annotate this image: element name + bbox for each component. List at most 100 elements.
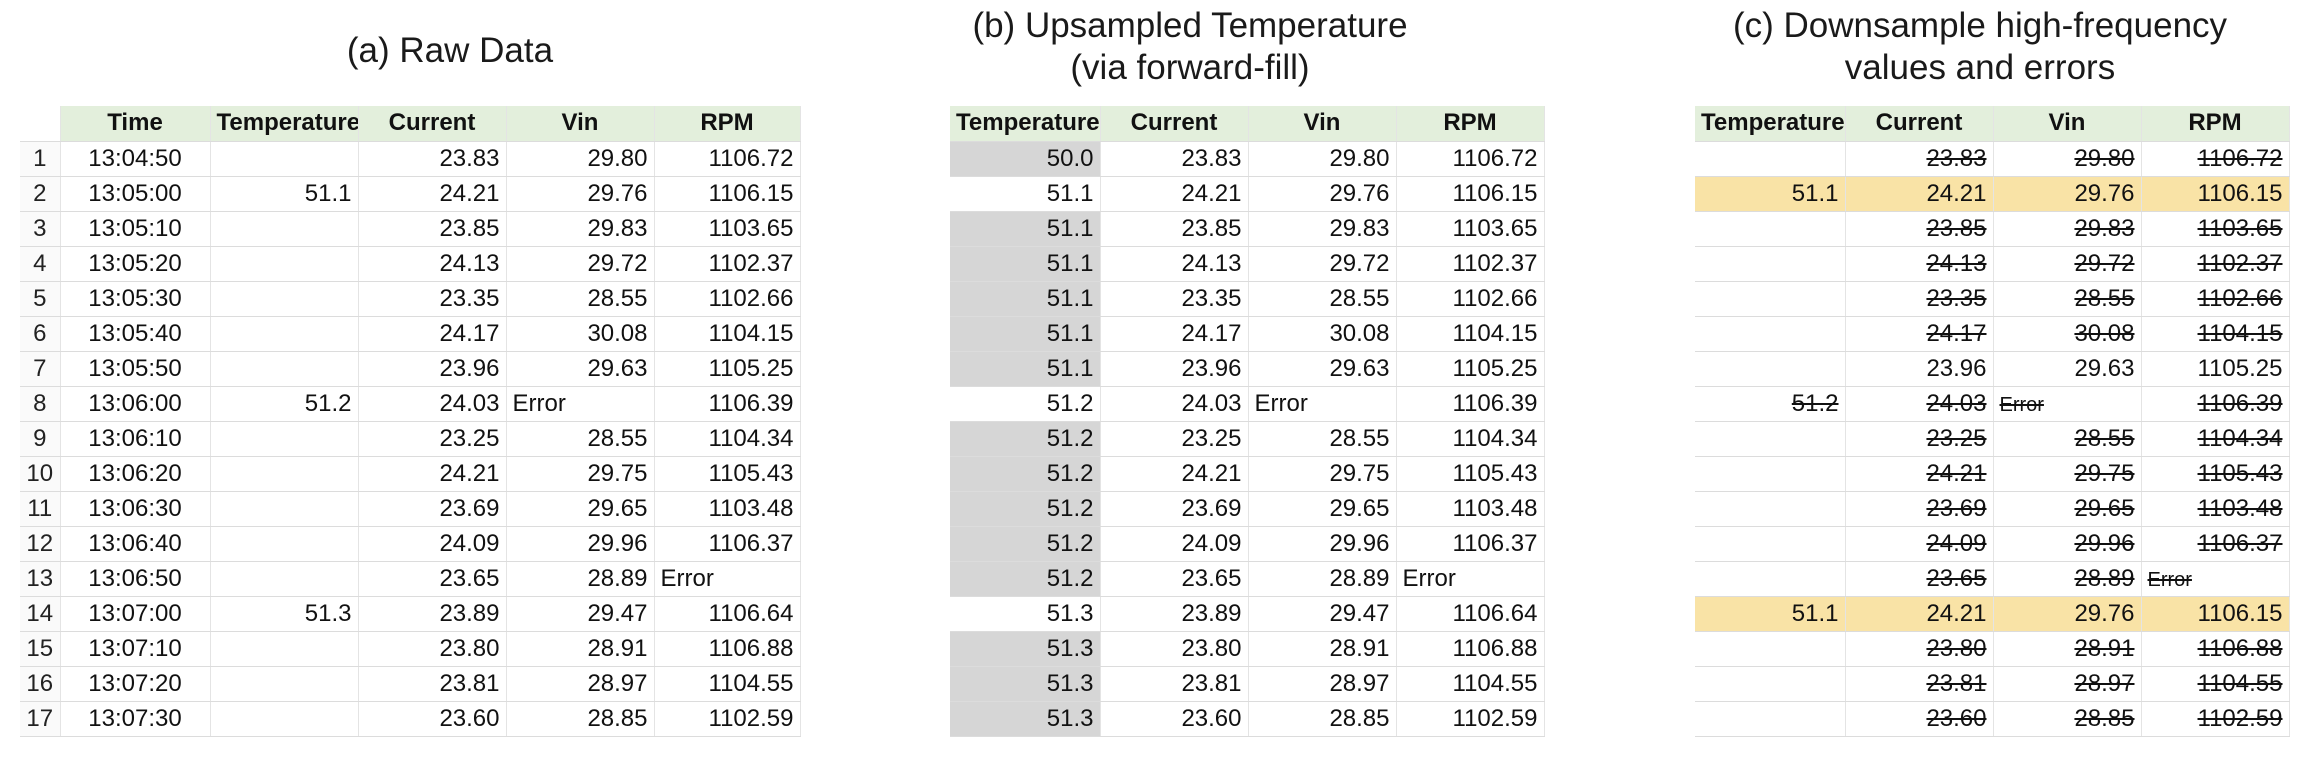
vin-cell: 28.55 [1248, 281, 1397, 317]
row-number: 6 [20, 316, 61, 352]
current-cell: 23.65 [1845, 561, 1994, 597]
current-cell: 23.25 [1100, 421, 1249, 457]
forward-filled-temperature-cell: 51.3 [950, 631, 1101, 667]
temperature-cell [210, 456, 359, 492]
current-cell: 23.60 [1845, 701, 1994, 737]
table-row: 24.09 29.96 1106.37 [1695, 526, 2290, 562]
vin-cell: 28.85 [506, 701, 655, 737]
vin-cell: 29.72 [1993, 246, 2142, 282]
current-cell: 23.69 [358, 491, 507, 527]
vin-cell: 29.76 [506, 176, 655, 212]
forward-filled-temperature-cell: 51.2 [950, 526, 1101, 562]
time-cell: 13:05:30 [60, 281, 211, 317]
rpm-cell: 1104.15 [1396, 316, 1545, 352]
rpm-cell: 1106.64 [1396, 596, 1545, 632]
temperature-cell: 51.1 [1695, 176, 1846, 212]
rpm-cell: 1106.37 [654, 526, 801, 562]
vin-cell: 29.65 [506, 491, 655, 527]
table-row: 51.1 23.85 29.83 1103.65 [950, 211, 1545, 247]
current-cell: 23.96 [1100, 351, 1249, 387]
temperature-cell [210, 246, 359, 282]
temperature-cell: 51.2 [950, 386, 1101, 422]
header-current: Current [1100, 106, 1249, 142]
current-cell: 24.21 [358, 456, 507, 492]
forward-filled-temperature-cell: 51.1 [950, 211, 1101, 247]
current-cell: 23.69 [1845, 491, 1994, 527]
vin-cell: 29.80 [1993, 141, 2142, 177]
forward-filled-temperature-cell: 50.0 [950, 141, 1101, 177]
temperature-cell [1695, 666, 1846, 702]
temperature-cell: 51.2 [210, 386, 359, 422]
current-cell: 24.13 [1845, 246, 1994, 282]
vin-cell: 28.91 [506, 631, 655, 667]
rpm-cell: 1106.88 [1396, 631, 1545, 667]
temperature-cell: 51.3 [210, 596, 359, 632]
header-current: Current [358, 106, 507, 142]
vin-cell: 29.63 [1248, 351, 1397, 387]
temperature-cell [1695, 456, 1846, 492]
rpm-cell: 1104.55 [2141, 666, 2290, 702]
raw-data-table: Time Temperature Current Vin RPM 1 13:04:… [20, 106, 801, 737]
table-row: 51.1 24.17 30.08 1104.15 [950, 316, 1545, 352]
forward-filled-temperature-cell: 51.1 [950, 351, 1101, 387]
vin-cell: Error [1993, 386, 2142, 422]
current-cell: 24.21 [1100, 456, 1249, 492]
time-cell: 13:06:30 [60, 491, 211, 527]
time-cell: 13:04:50 [60, 141, 211, 177]
rpm-cell: 1102.37 [654, 246, 801, 282]
vin-cell: 28.55 [1993, 281, 2142, 317]
table-row: 23.83 29.80 1106.72 [1695, 141, 2290, 177]
temperature-cell [210, 141, 359, 177]
rpm-cell: 1102.66 [654, 281, 801, 317]
table-row: 51.2 23.65 28.89 Error [950, 561, 1545, 597]
current-cell: 24.17 [358, 316, 507, 352]
current-cell: 23.83 [1845, 141, 1994, 177]
rpm-cell: 1106.72 [654, 141, 801, 177]
temperature-cell [1695, 351, 1846, 387]
table-row: 51.2 24.21 29.75 1105.43 [950, 456, 1545, 492]
table-row: 24.17 30.08 1104.15 [1695, 316, 2290, 352]
current-cell: 23.96 [1845, 351, 1994, 387]
temperature-cell [1695, 561, 1846, 597]
current-cell: 23.60 [358, 701, 507, 737]
header-temperature: Temperature [210, 106, 359, 142]
table-row: 51.3 23.89 29.47 1106.64 [950, 596, 1545, 632]
rpm-cell: 1106.37 [1396, 526, 1545, 562]
vin-cell: 28.55 [1993, 421, 2142, 457]
current-cell: 23.25 [1845, 421, 1994, 457]
table-row: 51.2 24.03 Error 1106.39 [1695, 386, 2290, 422]
table-row: 23.25 28.55 1104.34 [1695, 421, 2290, 457]
temperature-cell [210, 561, 359, 597]
current-cell: 23.80 [1100, 631, 1249, 667]
temperature-cell [210, 211, 359, 247]
temperature-cell [1695, 526, 1846, 562]
title-downsample-line1: (c) Downsample high-frequency [1732, 6, 2228, 45]
current-cell: 23.85 [1845, 211, 1994, 247]
rpm-cell: 1103.48 [654, 491, 801, 527]
forward-filled-temperature-cell: 51.2 [950, 421, 1101, 457]
table-row: 5 13:05:30 23.35 28.55 1102.66 [20, 281, 801, 317]
forward-filled-temperature-cell: 51.1 [950, 246, 1101, 282]
table-row: 23.85 29.83 1103.65 [1695, 211, 2290, 247]
rpm-cell: 1103.48 [2141, 491, 2290, 527]
rpm-cell: 1106.37 [2141, 526, 2290, 562]
row-number: 5 [20, 281, 61, 317]
table-row: 15 13:07:10 23.80 28.91 1106.88 [20, 631, 801, 667]
temperature-cell [210, 631, 359, 667]
table-row: 51.1 23.35 28.55 1102.66 [950, 281, 1545, 317]
title-upsampled-line1: (b) Upsampled Temperature [972, 6, 1408, 45]
current-cell: 24.03 [1100, 386, 1249, 422]
current-cell: 23.35 [1100, 281, 1249, 317]
header-current: Current [1845, 106, 1994, 142]
vin-cell: 29.65 [1248, 491, 1397, 527]
vin-cell: 29.47 [1248, 596, 1397, 632]
row-number: 13 [20, 561, 61, 597]
rpm-cell: 1103.65 [654, 211, 801, 247]
vin-cell: 29.80 [506, 141, 655, 177]
table-row: 23.35 28.55 1102.66 [1695, 281, 2290, 317]
current-cell: 24.17 [1845, 316, 1994, 352]
rpm-cell: 1106.39 [2141, 386, 2290, 422]
header-rpm: RPM [654, 106, 801, 142]
rpm-cell: 1104.34 [2141, 421, 2290, 457]
rpm-cell: 1104.15 [2141, 316, 2290, 352]
